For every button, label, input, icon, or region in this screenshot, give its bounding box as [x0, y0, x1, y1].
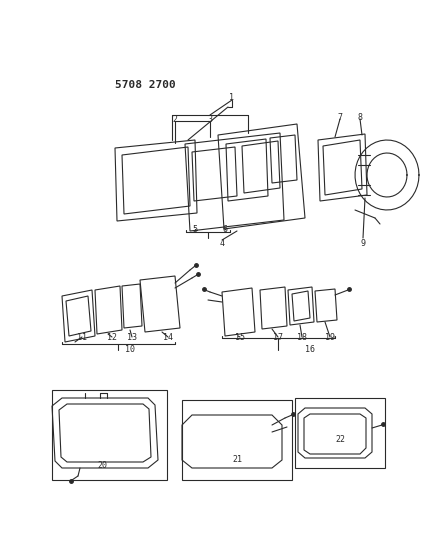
Text: 8: 8 [357, 114, 363, 123]
Text: 3: 3 [208, 116, 212, 125]
Text: 19: 19 [325, 333, 335, 342]
Text: 4: 4 [220, 238, 225, 247]
Text: 6: 6 [223, 224, 228, 233]
Text: 7: 7 [338, 114, 342, 123]
Text: 5708 2700: 5708 2700 [115, 80, 176, 90]
Bar [52, 390, 167, 480]
Text: 12: 12 [107, 333, 117, 342]
Text: 20: 20 [97, 462, 107, 471]
Text: 15: 15 [235, 333, 245, 342]
Text: 17: 17 [273, 333, 283, 342]
Bar [295, 398, 385, 468]
Text: 14: 14 [163, 333, 173, 342]
Text: 16: 16 [305, 345, 315, 354]
Text: 13: 13 [127, 333, 137, 342]
Text: 22: 22 [335, 435, 345, 445]
Text: 9: 9 [360, 238, 366, 247]
Text: 10: 10 [125, 345, 135, 354]
Text: 2: 2 [172, 116, 178, 125]
Text: 1: 1 [229, 93, 235, 101]
Text: 18: 18 [297, 333, 307, 342]
Text: 11: 11 [77, 333, 87, 342]
Bar [182, 400, 292, 480]
Text: 5: 5 [193, 224, 197, 233]
Text: 21: 21 [232, 456, 242, 464]
